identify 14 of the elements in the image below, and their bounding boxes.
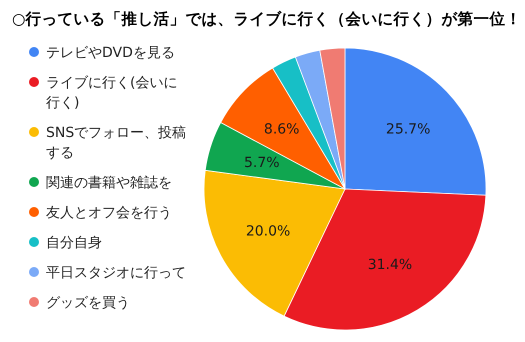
legend-label: 自分自身 bbox=[46, 235, 102, 251]
legend-label: 友人とオフ会を行う bbox=[46, 205, 172, 221]
legend-label: テレビやDVDを見る bbox=[46, 45, 175, 61]
legend-label: 関連の書籍や雑誌を bbox=[46, 175, 172, 191]
chart-title: ○行っている「推し活」では、ライブに行く（会いに行く）が第一位！ bbox=[12, 9, 522, 28]
legend-label: 平日スタジオに行って bbox=[46, 265, 186, 281]
data-label: 5.7% bbox=[244, 155, 280, 172]
legend-label: グッズを買う bbox=[46, 295, 130, 311]
legend-label: ライブに行く(会いに行く) bbox=[46, 75, 178, 111]
data-label: 31.4% bbox=[368, 256, 412, 273]
data-label: 20.0% bbox=[246, 223, 290, 240]
data-label: 25.7% bbox=[386, 121, 430, 138]
legend-label: SNSでフォロー、投稿する bbox=[46, 125, 186, 161]
data-label: 8.6% bbox=[264, 122, 300, 138]
